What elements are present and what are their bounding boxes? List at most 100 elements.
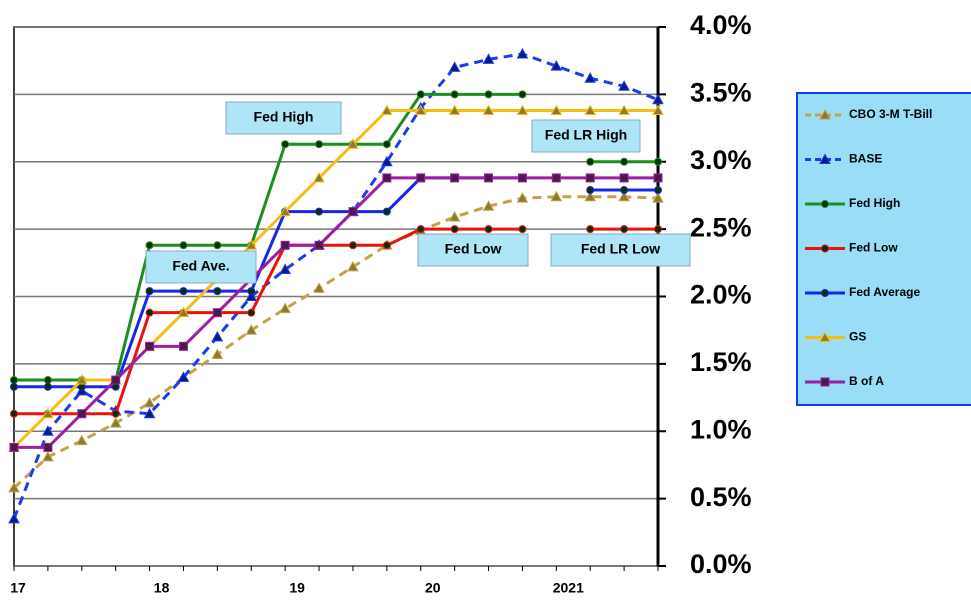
marker	[245, 290, 258, 301]
marker	[414, 104, 427, 116]
x-tick-label: 19	[289, 580, 305, 596]
marker	[247, 287, 256, 296]
marker	[550, 60, 563, 71]
marker	[482, 200, 495, 211]
annotation: Fed Ave.	[172, 258, 229, 274]
marker	[380, 104, 393, 116]
x-tick-label: 20	[425, 580, 441, 596]
marker	[819, 153, 831, 164]
marker	[450, 173, 460, 183]
marker	[584, 190, 597, 202]
marker	[245, 239, 258, 250]
legend-label: B of A	[849, 374, 884, 388]
marker	[177, 371, 190, 382]
marker	[618, 190, 630, 202]
marker	[416, 173, 426, 183]
marker	[450, 225, 459, 234]
x-tick-label: 18	[154, 580, 170, 596]
marker	[585, 173, 595, 183]
marker	[279, 302, 292, 314]
y-tick-label: 1.5%	[690, 347, 752, 377]
y-tick-label: 1.0%	[690, 414, 752, 444]
marker	[618, 80, 630, 91]
annotation-box	[145, 250, 257, 284]
marker	[280, 240, 290, 250]
marker	[819, 108, 831, 120]
marker	[43, 442, 53, 452]
marker	[9, 442, 19, 452]
marker	[211, 330, 224, 342]
marker	[619, 173, 629, 183]
marker	[247, 308, 256, 317]
legend-label: Fed Low	[849, 241, 898, 255]
marker	[550, 104, 563, 116]
annotation-box	[531, 119, 641, 153]
marker	[382, 207, 391, 216]
marker	[8, 481, 20, 493]
annotation: Fed Low	[445, 241, 502, 257]
marker	[42, 450, 54, 462]
marker	[820, 377, 830, 387]
marker	[145, 287, 154, 296]
marker	[313, 282, 325, 293]
marker	[348, 241, 357, 250]
series-line	[14, 176, 658, 449]
marker	[10, 409, 18, 418]
marker	[380, 155, 393, 167]
marker	[109, 417, 122, 428]
marker	[347, 138, 359, 149]
marker	[584, 104, 597, 116]
marker	[43, 376, 52, 385]
y-tick-label: 4.0%	[690, 10, 752, 40]
marker	[143, 396, 156, 408]
marker	[518, 225, 527, 234]
marker	[211, 348, 224, 359]
marker	[43, 382, 52, 391]
marker	[821, 289, 829, 297]
annotation-box	[225, 101, 342, 135]
annotation: Fed LR High	[545, 127, 627, 143]
marker	[821, 200, 829, 208]
marker	[654, 157, 662, 166]
marker	[416, 225, 425, 234]
marker	[42, 407, 54, 419]
marker	[450, 90, 459, 99]
marker	[178, 341, 188, 351]
marker	[516, 192, 529, 203]
marker	[482, 104, 495, 116]
legend-label: Fed Average	[849, 285, 920, 299]
marker	[448, 61, 461, 72]
marker	[10, 376, 18, 385]
legend-label: Fed High	[849, 196, 900, 210]
annotation-box	[550, 233, 691, 267]
marker	[212, 308, 222, 318]
series-line	[12, 195, 659, 489]
y-tick-label: 0.5%	[690, 482, 752, 512]
marker	[382, 173, 392, 183]
marker	[75, 434, 88, 446]
marker	[652, 192, 664, 203]
marker	[551, 173, 561, 183]
marker	[416, 90, 425, 99]
legend-label: BASE	[849, 152, 882, 166]
marker	[484, 90, 493, 99]
marker	[620, 225, 629, 234]
marker	[10, 382, 18, 391]
marker	[654, 186, 662, 195]
marker	[586, 225, 595, 234]
marker	[314, 240, 324, 250]
annotation-box	[417, 233, 529, 267]
marker	[652, 93, 664, 105]
marker	[518, 90, 527, 99]
marker	[213, 287, 222, 296]
marker	[177, 306, 190, 318]
marker	[145, 241, 154, 250]
marker	[654, 225, 662, 234]
x-tick-label: 17	[10, 580, 26, 596]
marker	[618, 104, 630, 116]
marker	[313, 171, 325, 183]
marker	[315, 140, 324, 149]
marker	[620, 186, 629, 195]
marker	[821, 244, 829, 253]
